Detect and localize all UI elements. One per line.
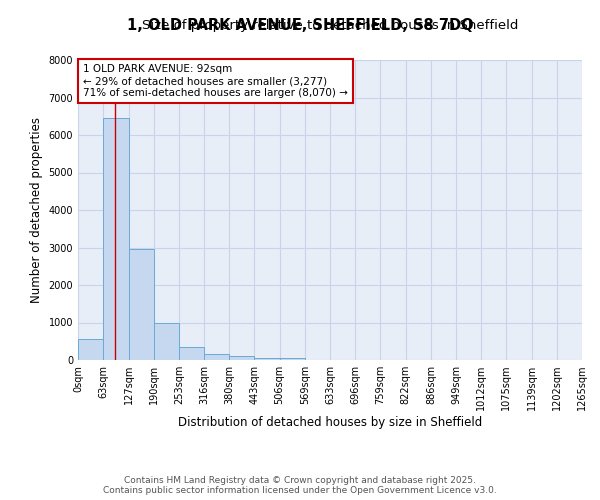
Text: 1 OLD PARK AVENUE: 92sqm
← 29% of detached houses are smaller (3,277)
71% of sem: 1 OLD PARK AVENUE: 92sqm ← 29% of detach… (83, 64, 348, 98)
Bar (229, 356, 254, 360)
Bar (254, 358, 280, 360)
Y-axis label: Number of detached properties: Number of detached properties (30, 117, 43, 303)
Bar (154, 322, 179, 360)
X-axis label: Distribution of detached houses by size in Sheffield: Distribution of detached houses by size … (178, 416, 482, 429)
Bar (280, 358, 305, 360)
Bar (204, 354, 229, 360)
Text: Contains HM Land Registry data © Crown copyright and database right 2025.
Contai: Contains HM Land Registry data © Crown c… (103, 476, 497, 495)
Bar (128, 250, 154, 360)
Bar (179, 347, 204, 360)
Text: 1, OLD PARK AVENUE, SHEFFIELD, S8 7DQ: 1, OLD PARK AVENUE, SHEFFIELD, S8 7DQ (127, 18, 473, 32)
Bar (78, 340, 103, 360)
Title: Size of property relative to detached houses in Sheffield: Size of property relative to detached ho… (142, 20, 518, 32)
Bar (103, 118, 128, 360)
